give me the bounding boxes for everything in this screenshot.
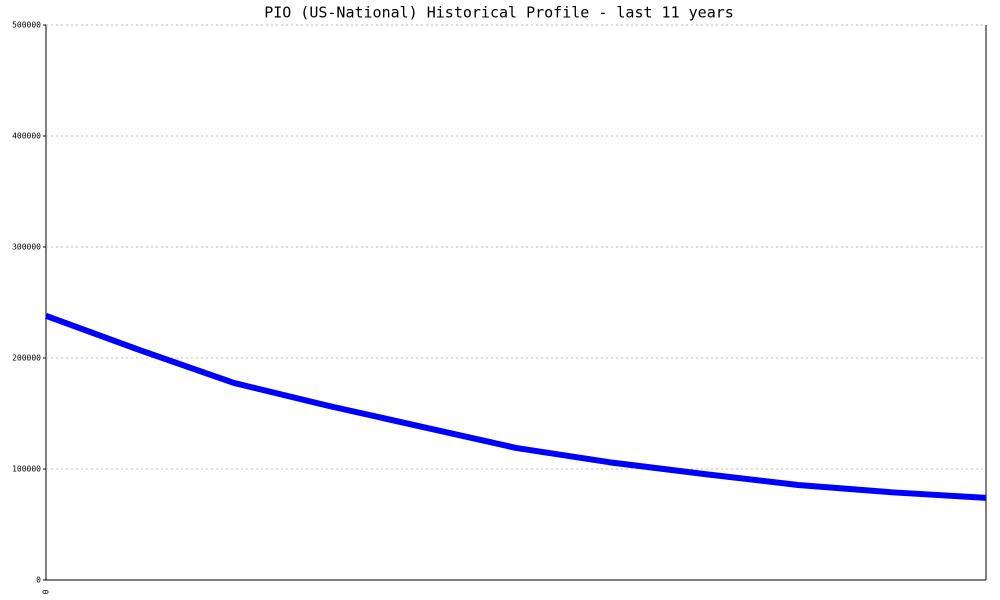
y-tick-label: 400000 bbox=[12, 132, 41, 141]
chart-title: PIO (US-National) Historical Profile - l… bbox=[264, 4, 734, 22]
y-tick-label: 300000 bbox=[12, 243, 41, 252]
x-tick-label: 0 bbox=[42, 589, 51, 594]
data-line bbox=[44, 313, 987, 501]
y-tick-label: 200000 bbox=[12, 354, 41, 363]
y-tick-label: 500000 bbox=[12, 21, 41, 30]
y-tick-label: 100000 bbox=[12, 465, 41, 474]
y-tick-label: 0 bbox=[36, 576, 41, 585]
